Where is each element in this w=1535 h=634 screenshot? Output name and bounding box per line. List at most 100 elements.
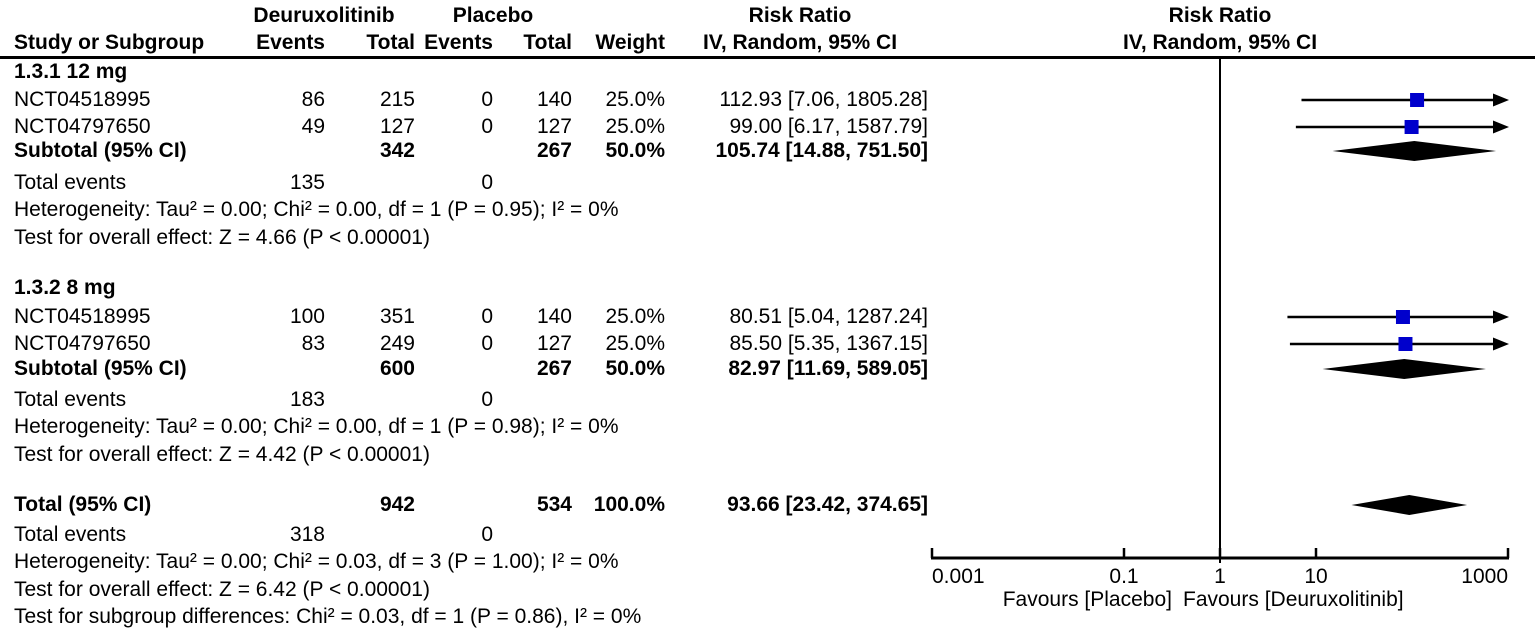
effect-marker (1398, 337, 1413, 351)
heterogeneity-row-text: Heterogeneity: Tau² = 0.00; Chi² = 0.00,… (14, 198, 619, 221)
control-total: 534 (536, 493, 572, 516)
control-events: 0 (481, 88, 493, 111)
treatment-events: 318 (289, 523, 325, 546)
study-id: NCT04797650 (14, 115, 151, 138)
subgroup-label: 1.3.1 12 mg (14, 60, 128, 83)
pooled-diamond (1322, 359, 1486, 379)
control-total: 127 (536, 332, 572, 355)
effect-marker (1395, 310, 1410, 324)
treatment-events: 86 (301, 88, 325, 111)
favours-treatment-label: Favours [Deuruxolitinib] (1183, 588, 1404, 611)
weight: 25.0% (605, 115, 665, 138)
risk-ratio-header-plot: Risk Ratio (1168, 4, 1272, 27)
control-events: 0 (481, 523, 493, 546)
study-id: NCT04797650 (14, 332, 151, 355)
control-total: 267 (536, 357, 572, 380)
study-row: NCT04797650 49 127 0 127 25.0% 99.00 [6.17, 15… (0, 113, 1535, 140)
axis-tick-label: 0.001 (932, 565, 985, 588)
subgroup-label: 1.3.2 8 mg (14, 276, 116, 299)
ci-arrow-right (1493, 337, 1509, 351)
col-ci-method-plot: IV, Random, 95% CI (1122, 31, 1318, 54)
col-weight: Weight (595, 31, 665, 54)
col-ci-method-text: IV, Random, 95% CI (702, 31, 898, 54)
favours-placebo-label: Favours [Placebo] (1002, 588, 1172, 611)
treatment-total: 942 (379, 493, 415, 516)
overall-effect-row: Test for overall effect: Z = 4.42 (P < 0… (0, 441, 1535, 468)
control-total: 140 (536, 305, 572, 328)
treatment-total: 342 (379, 139, 415, 162)
total-events-row: Total events 135 0 (0, 169, 1535, 196)
study-id: NCT04518995 (14, 305, 151, 328)
total-events-row: Total events 318 0 (0, 521, 1535, 548)
treatment-total: 215 (379, 88, 415, 111)
treatment-events: 183 (289, 388, 325, 411)
treatment-events: 100 (289, 305, 325, 328)
overall-effect-row-text: Test for overall effect: Z = 4.42 (P < 0… (14, 443, 430, 466)
pooled-label: Total (95% CI) (14, 493, 152, 516)
weight: 100.0% (593, 493, 665, 516)
treatment-events: 83 (301, 332, 325, 355)
subgroup-header-row: 1.3.1 12 mg (0, 58, 1535, 85)
total-events-label: Total events (14, 523, 127, 546)
treatment-total: 249 (379, 332, 415, 355)
ci-arrow-right (1493, 120, 1509, 134)
control-events: 0 (481, 332, 493, 355)
pooled-diamond (1332, 141, 1497, 161)
risk-ratio-ci: 82.97 [11.69, 589.05] (728, 357, 928, 380)
weight: 50.0% (605, 357, 665, 380)
control-events: 0 (481, 388, 493, 411)
control-events: 0 (481, 305, 493, 328)
weight: 25.0% (605, 305, 665, 328)
axis-tick-label: 10 (1304, 565, 1328, 588)
study-id: NCT04518995 (14, 88, 151, 111)
pooled-label: Subtotal (95% CI) (14, 139, 187, 162)
col-treatment-events: Events (256, 31, 325, 54)
col-control-events: Events (424, 31, 493, 54)
treatment-total: 127 (379, 115, 415, 138)
col-control-total: Total (523, 31, 572, 54)
weight: 50.0% (605, 139, 665, 162)
study-row: NCT04797650 83 249 0 127 25.0% 85.50 [5.35, 13… (0, 330, 1535, 357)
control-total: 140 (536, 88, 572, 111)
heterogeneity-row: Heterogeneity: Tau² = 0.00; Chi² = 0.03,… (0, 548, 1535, 575)
weight: 25.0% (605, 332, 665, 355)
control-events: 0 (481, 171, 493, 194)
heterogeneity-row-text: Heterogeneity: Tau² = 0.00; Chi² = 0.03,… (14, 550, 619, 573)
weight: 25.0% (605, 88, 665, 111)
study-row: NCT04518995 100 351 0 140 25.0% 80.51 [5.04, 1… (0, 303, 1535, 330)
ci-arrow-right (1493, 93, 1509, 107)
axis-tick-label: 0.1 (1109, 565, 1139, 588)
risk-ratio-ci: 105.74 [14.88, 751.50] (715, 139, 928, 162)
total-events-label: Total events (14, 171, 127, 194)
axis-tick-label: 1 (1214, 565, 1226, 588)
col-treatment-total: Total (366, 31, 415, 54)
risk-ratio-ci: 93.66 [23.42, 374.65] (727, 493, 928, 516)
pooled-diamond (1351, 495, 1468, 515)
control-group-header: Placebo (452, 4, 534, 27)
subgroup-difference-row: Test for subgroup differences: Chi² = 0.… (0, 603, 1535, 630)
subgroup-header-row: 1.3.2 8 mg (0, 274, 1535, 301)
axis-tick-label: 1000 (1461, 565, 1508, 588)
control-total: 267 (536, 139, 572, 162)
pooled-label: Subtotal (95% CI) (14, 357, 187, 380)
treatment-total: 351 (379, 305, 415, 328)
ci-arrow-right (1493, 310, 1509, 324)
treatment-events: 135 (289, 171, 325, 194)
subtotal-row: Subtotal (95% CI) 342 267 50.0% 105.74 [14.8… (0, 137, 1535, 164)
risk-ratio-ci: 112.93 [7.06, 1805.28] (719, 88, 928, 111)
risk-ratio-header-text: Risk Ratio (748, 4, 852, 27)
subtotal-row: Subtotal (95% CI) 600 267 50.0% 82.97 [11.69… (0, 355, 1535, 382)
total-events-label: Total events (14, 388, 127, 411)
treatment-events: 49 (301, 115, 325, 138)
overall-effect-row: Test for overall effect: Z = 4.66 (P < 0… (0, 224, 1535, 251)
overall-effect-row-text: Test for overall effect: Z = 4.66 (P < 0… (14, 226, 430, 249)
treatment-total: 600 (379, 357, 415, 380)
risk-ratio-ci: 80.51 [5.04, 1287.24] (729, 305, 928, 328)
effect-marker (1404, 120, 1419, 134)
effect-marker (1410, 93, 1425, 107)
total-events-row: Total events 183 0 (0, 386, 1535, 413)
total-row: Total (95% CI) 942 534 100.0% 93.66 [23.42, … (0, 491, 1535, 518)
study-row: NCT04518995 86 215 0 140 25.0% 112.93 [7.06, 1… (0, 86, 1535, 113)
